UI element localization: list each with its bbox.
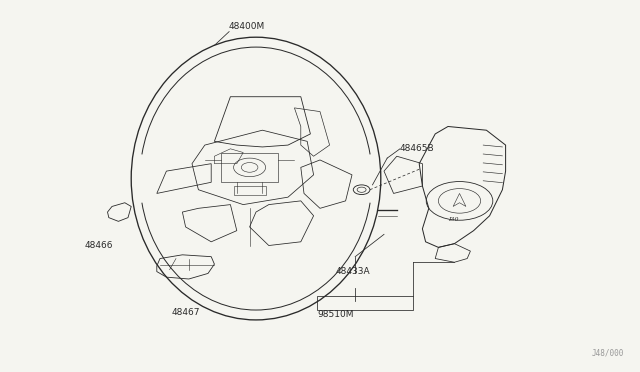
- Text: 48433A: 48433A: [336, 267, 371, 276]
- Text: 48400M: 48400M: [228, 22, 264, 31]
- Text: 48467: 48467: [172, 308, 200, 317]
- Text: 48466: 48466: [85, 241, 113, 250]
- Text: I30: I30: [448, 217, 458, 222]
- Text: 48465B: 48465B: [400, 144, 435, 153]
- Text: J48/000: J48/000: [591, 348, 624, 357]
- Text: 98510M: 98510M: [317, 310, 355, 319]
